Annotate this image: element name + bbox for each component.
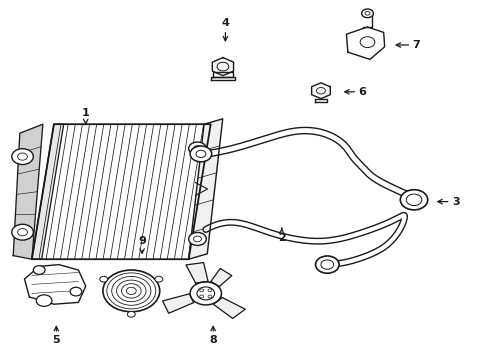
Circle shape <box>12 224 33 240</box>
Text: 1: 1 <box>82 108 90 123</box>
Polygon shape <box>321 87 330 95</box>
Polygon shape <box>315 99 327 102</box>
Polygon shape <box>24 265 86 304</box>
Polygon shape <box>363 14 372 27</box>
Polygon shape <box>163 294 194 313</box>
Circle shape <box>103 270 160 312</box>
Polygon shape <box>32 124 211 259</box>
Circle shape <box>100 276 108 282</box>
Polygon shape <box>321 91 330 99</box>
Text: 4: 4 <box>221 18 229 41</box>
Text: 7: 7 <box>396 40 420 50</box>
Text: 2: 2 <box>278 228 286 243</box>
Circle shape <box>316 256 339 273</box>
Circle shape <box>155 276 163 282</box>
Polygon shape <box>223 62 234 71</box>
Circle shape <box>36 295 52 306</box>
Polygon shape <box>223 67 234 76</box>
Polygon shape <box>212 58 223 67</box>
Polygon shape <box>213 298 245 319</box>
Polygon shape <box>211 77 235 80</box>
Text: 6: 6 <box>345 87 367 97</box>
Circle shape <box>189 233 206 246</box>
Circle shape <box>190 282 221 305</box>
Circle shape <box>362 9 373 18</box>
Circle shape <box>33 266 45 274</box>
Circle shape <box>189 142 206 155</box>
Polygon shape <box>211 269 232 287</box>
Polygon shape <box>212 62 223 71</box>
Polygon shape <box>312 91 321 99</box>
Polygon shape <box>32 124 64 259</box>
Polygon shape <box>321 83 330 91</box>
Circle shape <box>400 190 428 210</box>
Circle shape <box>190 146 212 162</box>
Polygon shape <box>189 119 222 259</box>
Circle shape <box>12 149 33 165</box>
Text: 5: 5 <box>52 327 60 345</box>
Polygon shape <box>186 262 208 283</box>
Text: 8: 8 <box>209 327 217 345</box>
Polygon shape <box>213 72 233 77</box>
Polygon shape <box>312 87 321 95</box>
Text: 3: 3 <box>438 197 460 207</box>
Circle shape <box>127 311 135 317</box>
Polygon shape <box>13 124 43 259</box>
Text: 9: 9 <box>138 236 146 253</box>
Polygon shape <box>223 58 234 67</box>
Polygon shape <box>346 27 385 59</box>
Circle shape <box>70 287 82 296</box>
Polygon shape <box>212 67 223 76</box>
Polygon shape <box>312 83 321 91</box>
